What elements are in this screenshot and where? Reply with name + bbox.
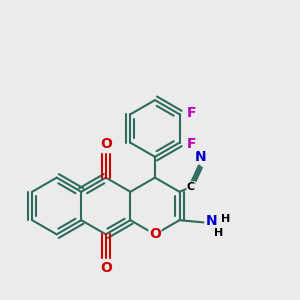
Text: F: F — [187, 106, 196, 120]
Text: O: O — [100, 261, 112, 275]
Text: O: O — [100, 137, 112, 151]
Text: N: N — [206, 214, 218, 228]
Text: F: F — [187, 137, 196, 151]
Text: N: N — [195, 150, 206, 164]
Text: H: H — [221, 214, 230, 224]
Text: C: C — [187, 182, 195, 192]
Text: O: O — [149, 227, 161, 242]
Text: H: H — [214, 228, 223, 238]
